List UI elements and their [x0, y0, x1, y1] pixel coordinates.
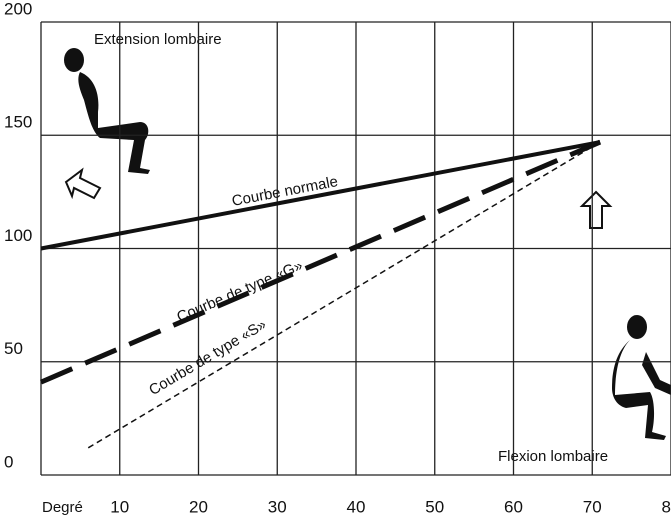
x-tick-label: 70 — [583, 497, 602, 516]
x-tick-label: 30 — [268, 497, 287, 516]
x-tick-label: 10 — [110, 497, 129, 516]
annotation: Flexion lombaire — [498, 448, 608, 465]
x-tick-label: 80 — [662, 497, 671, 516]
y-tick-label: 150 — [4, 113, 32, 132]
x-tick-label: 20 — [189, 497, 208, 516]
annotation: Extension lombaire — [94, 31, 222, 48]
y-tick-label: 50 — [4, 339, 23, 358]
y-tick-label: 200 — [4, 0, 32, 18]
x-tick-label: 50 — [425, 497, 444, 516]
x-tick-label: 40 — [347, 497, 366, 516]
chart: Extension lombaire Flexion lombaire Degr… — [0, 0, 671, 519]
y-tick-label: 100 — [4, 226, 32, 245]
x-axis-label: Degré — [42, 499, 83, 516]
x-tick-label: 60 — [504, 497, 523, 516]
y-tick-label: 0 — [4, 452, 13, 471]
